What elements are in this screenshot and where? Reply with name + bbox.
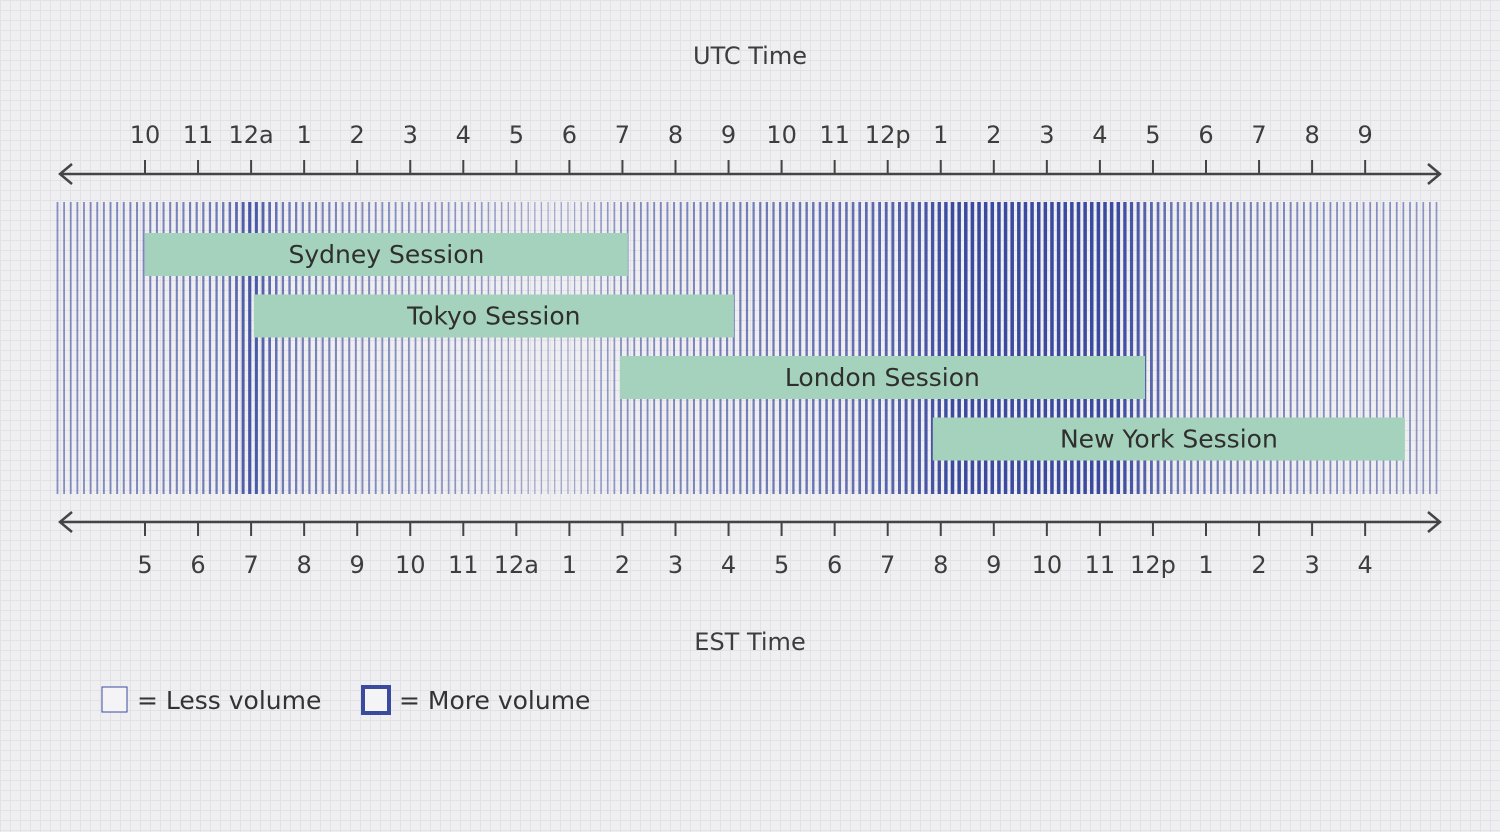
bottom-axis-right-arrow-icon <box>1427 511 1442 533</box>
top-axis-tick-label: 5 <box>509 121 524 149</box>
top-axis-tick-label: 3 <box>1039 121 1054 149</box>
session-bar <box>253 294 734 338</box>
bottom-axis-tick-label: 3 <box>668 551 683 579</box>
less-volume-swatch-icon <box>101 686 128 713</box>
session-label: Tokyo Session <box>406 302 580 331</box>
bottom-axis-tick-label: 11 <box>448 551 479 579</box>
bottom-axis-tick-label: 11 <box>1085 551 1116 579</box>
top-axis-tick-label: 7 <box>1251 121 1266 149</box>
top-axis-tick-label: 9 <box>1358 121 1373 149</box>
top-axis-tick-label: 7 <box>615 121 630 149</box>
bottom-axis-tick-label: 8 <box>933 551 948 579</box>
session-label: New York Session <box>1060 425 1278 454</box>
bottom-axis-tick-label: 5 <box>137 551 152 579</box>
bottom-axis-tick-label: 7 <box>880 551 895 579</box>
bottom-axis-tick-label: 2 <box>1251 551 1266 579</box>
more-volume-swatch-icon <box>361 685 391 715</box>
top-axis-tick-label: 11 <box>819 121 850 149</box>
bottom-axis-tick-label: 5 <box>774 551 789 579</box>
top-axis-right-arrow-icon <box>1427 163 1442 185</box>
more-volume-label: = More volume <box>399 686 590 715</box>
top-axis-tick-label: 2 <box>986 121 1001 149</box>
bottom-axis: 5 6 7 8 9 10 11 12a 1 2 3 4 5 6 7 8 9 10 11 12p 1 2 3 4 <box>58 511 1442 579</box>
bottom-axis-tick-label: 10 <box>1032 551 1063 579</box>
session-label: London Session <box>785 363 980 392</box>
bottom-axis-tick-label: 7 <box>243 551 258 579</box>
top-axis-tick-label: 3 <box>403 121 418 149</box>
bottom-axis-tick-label: 6 <box>190 551 205 579</box>
top-axis-tick-label: 12p <box>865 121 911 149</box>
bottom-axis-tick-label: 10 <box>395 551 426 579</box>
bottom-axis-tick-label: 2 <box>615 551 630 579</box>
bottom-axis-tick-label: 1 <box>1198 551 1213 579</box>
bottom-axis-tick-label: 4 <box>721 551 736 579</box>
bottom-axis-tick-label: 8 <box>297 551 312 579</box>
session-bar <box>619 356 1145 399</box>
bottom-axis-tick-label: 3 <box>1304 551 1319 579</box>
bottom-axis-left-arrow-icon <box>58 511 73 533</box>
bottom-axis-tick-label: 9 <box>350 551 365 579</box>
less-volume-label: = Less volume <box>137 686 321 715</box>
bottom-axis-title: EST Time <box>694 628 805 656</box>
top-axis-tick-label: 10 <box>130 121 161 149</box>
top-axis-tick-label: 9 <box>721 121 736 149</box>
bottom-axis-tick-label: 6 <box>827 551 842 579</box>
legend: = Less volume = More volume <box>101 685 590 715</box>
session-bar <box>932 417 1405 461</box>
bottom-axis-tick-label: 12p <box>1130 551 1176 579</box>
bottom-axis-tick-label: 1 <box>562 551 577 579</box>
top-axis: 10 11 12a 1 2 3 4 5 6 7 8 9 10 11 12p 1 2 3 4 5 6 7 8 9 <box>58 121 1442 185</box>
top-axis-left-arrow-icon <box>58 163 73 185</box>
top-axis-tick-label: 11 <box>183 121 214 149</box>
bottom-axis-tick-label: 4 <box>1358 551 1373 579</box>
top-axis-tick-label: 6 <box>562 121 577 149</box>
trading-sessions: Sydney Session Tokyo Session London Sessio… <box>145 233 1405 461</box>
top-axis-tick-label: 2 <box>350 121 365 149</box>
top-axis-tick-label: 1 <box>297 121 312 149</box>
top-axis-tick-label: 6 <box>1198 121 1213 149</box>
top-axis-tick-label: 5 <box>1145 121 1160 149</box>
top-axis-title: UTC Time <box>693 42 807 70</box>
top-axis-tick-label: 4 <box>1092 121 1107 149</box>
session-label: Sydney Session <box>288 240 484 269</box>
top-axis-tick-label: 1 <box>933 121 948 149</box>
session-bar <box>145 233 628 276</box>
top-axis-tick-label: 8 <box>668 121 683 149</box>
bottom-axis-tick-label: 12a <box>494 551 539 579</box>
top-axis-tick-label: 4 <box>456 121 471 149</box>
bottom-axis-tick-label: 9 <box>986 551 1001 579</box>
top-axis-tick-label: 8 <box>1304 121 1319 149</box>
top-axis-tick-label: 12a <box>228 121 273 149</box>
top-axis-tick-label: 10 <box>766 121 797 149</box>
